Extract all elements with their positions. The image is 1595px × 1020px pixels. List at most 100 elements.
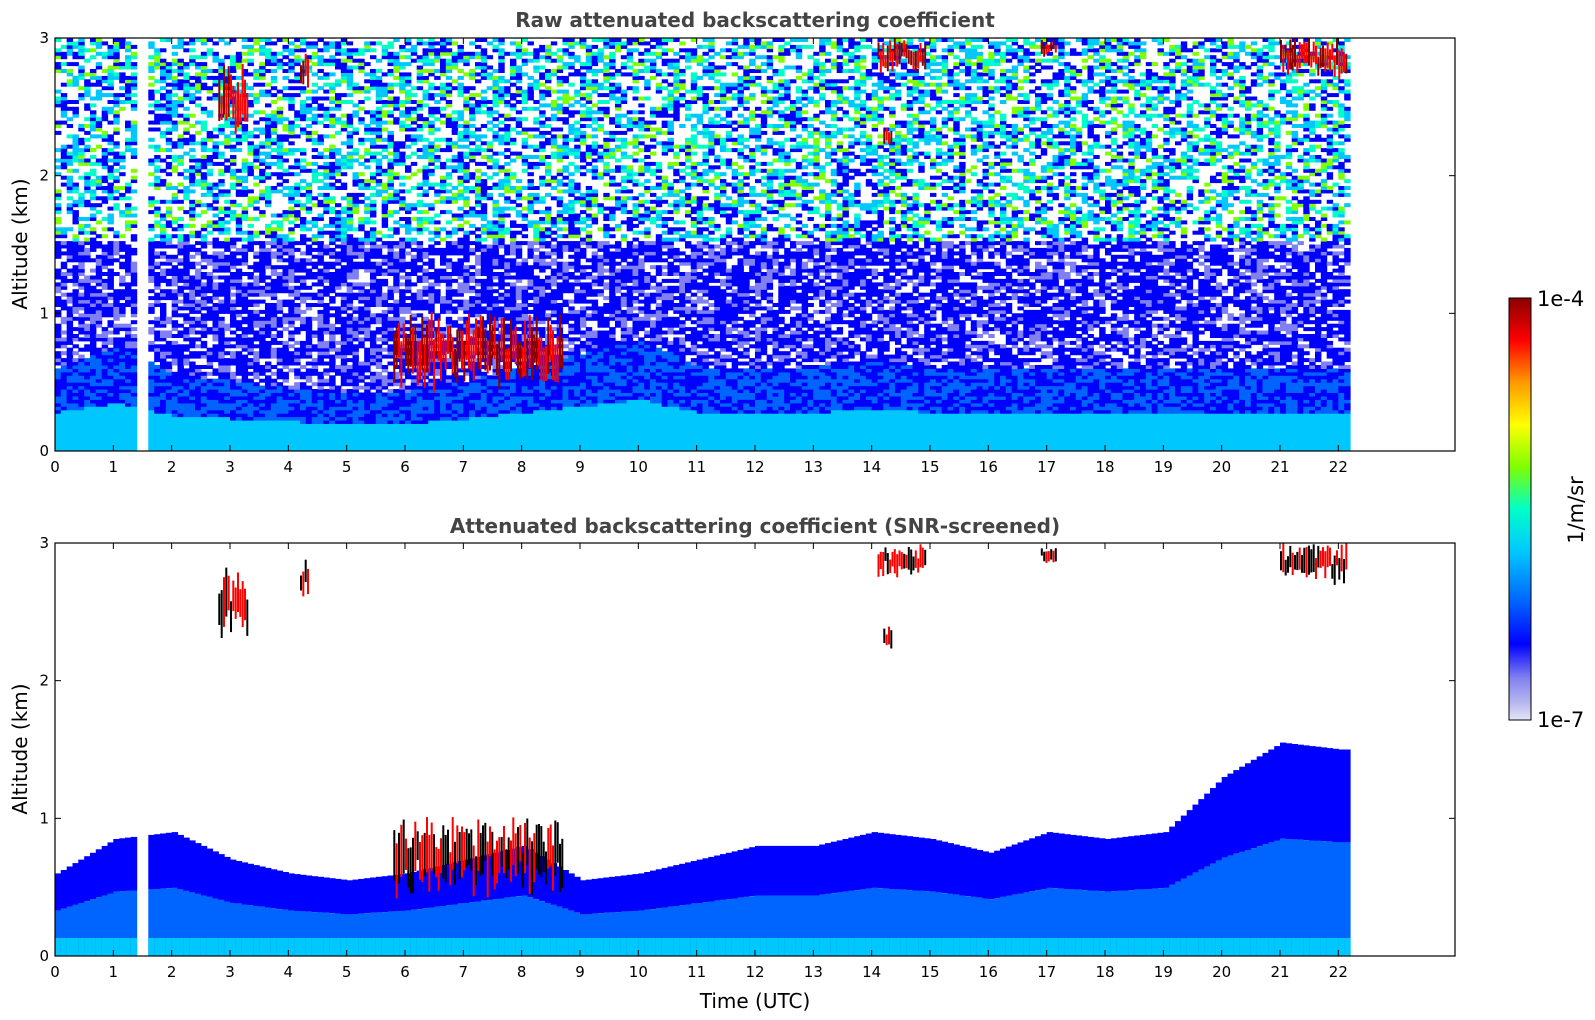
heat-cell: [119, 210, 125, 214]
heat-cell: [113, 100, 119, 104]
heat-cell: [61, 282, 67, 286]
heat-cell: [84, 131, 90, 135]
heat-cell: [195, 169, 201, 173]
heat-cell: [148, 379, 154, 383]
heat-cell: [125, 393, 131, 397]
heat-cell: [67, 306, 73, 310]
heat-cell: [166, 334, 172, 338]
heat-cell: [201, 62, 207, 66]
heat-cell: [166, 282, 172, 286]
heat-cell: [108, 379, 114, 383]
heat-cell: [160, 200, 166, 204]
heat-cell: [96, 358, 102, 362]
heat-cell: [201, 313, 207, 317]
heat-cell: [84, 375, 90, 379]
heat-cell: [189, 176, 195, 180]
heat-cell: [73, 45, 79, 49]
heat-cell: [102, 272, 108, 276]
heat-cell: [113, 207, 119, 211]
heat-cell: [113, 258, 119, 262]
heat-cell: [90, 193, 96, 197]
heat-cell: [166, 100, 172, 104]
heat-cell: [189, 231, 195, 235]
heat-cell: [131, 282, 137, 286]
heat-cell: [201, 382, 207, 386]
heat-cell: [90, 375, 96, 379]
heat-cell: [55, 203, 61, 207]
heat-cell: [201, 148, 207, 152]
heat-cell: [119, 303, 125, 307]
heat-cell: [113, 399, 119, 403]
heat-cell: [183, 186, 189, 190]
heat-cell: [113, 358, 119, 362]
heat-cell: [96, 196, 102, 200]
heat-cell: [119, 424, 125, 428]
heat-cell: [178, 238, 184, 242]
heat-cell: [113, 417, 119, 421]
heat-cell: [160, 410, 166, 414]
heat-cell: [148, 251, 154, 255]
heat-cell: [178, 251, 184, 255]
heat-cell: [154, 48, 160, 52]
heat-cell: [131, 379, 137, 383]
heat-cell: [207, 231, 213, 235]
heat-cell: [78, 45, 84, 49]
heat-cell: [148, 138, 154, 142]
heat-cell: [131, 320, 137, 324]
heat-cell: [195, 179, 201, 183]
heat-cell: [166, 406, 172, 410]
heat-cell: [96, 265, 102, 269]
heat-cell: [108, 293, 114, 297]
heat-cell: [148, 437, 154, 441]
heat-cell: [55, 300, 61, 304]
heat-cell: [119, 152, 125, 156]
heat-cell: [154, 379, 160, 383]
heat-cell: [183, 282, 189, 286]
heat-cell: [102, 93, 108, 97]
heat-cell: [201, 410, 207, 414]
heat-cell: [207, 203, 213, 207]
heat-cell: [154, 317, 160, 321]
heat-cell: [113, 293, 119, 297]
heat-cell: [154, 183, 160, 187]
heat-cell: [78, 258, 84, 262]
heat-cell: [148, 289, 154, 293]
heat-cell: [67, 179, 73, 183]
heat-cell: [55, 207, 61, 211]
heat-cell: [148, 406, 154, 410]
heat-cell: [189, 293, 195, 297]
heat-cell: [195, 379, 201, 383]
heat-cell: [131, 365, 137, 369]
heat-cell: [195, 214, 201, 218]
heat-cell: [90, 179, 96, 183]
heat-cell: [131, 289, 137, 293]
heat-cell: [160, 117, 166, 121]
heat-cell: [108, 382, 114, 386]
heat-cell: [201, 375, 207, 379]
heat-cell: [96, 417, 102, 421]
heat-cell: [195, 375, 201, 379]
heat-cell: [67, 406, 73, 410]
heat-cell: [172, 45, 178, 49]
heat-cell: [172, 293, 178, 297]
heat-cell: [78, 227, 84, 231]
heat-cell: [73, 62, 79, 66]
heat-cell: [189, 183, 195, 187]
heat-cell: [78, 348, 84, 352]
heat-cell: [125, 410, 131, 414]
heat-cell: [108, 424, 114, 428]
heat-cell: [178, 286, 184, 290]
heat-cell: [172, 399, 178, 403]
heat-cell: [131, 334, 137, 338]
heat-cell: [125, 399, 131, 403]
heat-cell: [55, 334, 61, 338]
heat-cell: [73, 217, 79, 221]
heat-cell: [189, 93, 195, 97]
heat-cell: [55, 410, 61, 414]
heat-cell: [113, 341, 119, 345]
heat-cell: [160, 430, 166, 434]
heat-cell: [67, 341, 73, 345]
heat-cell: [166, 437, 172, 441]
heat-cell: [154, 148, 160, 152]
heat-cell: [90, 134, 96, 138]
